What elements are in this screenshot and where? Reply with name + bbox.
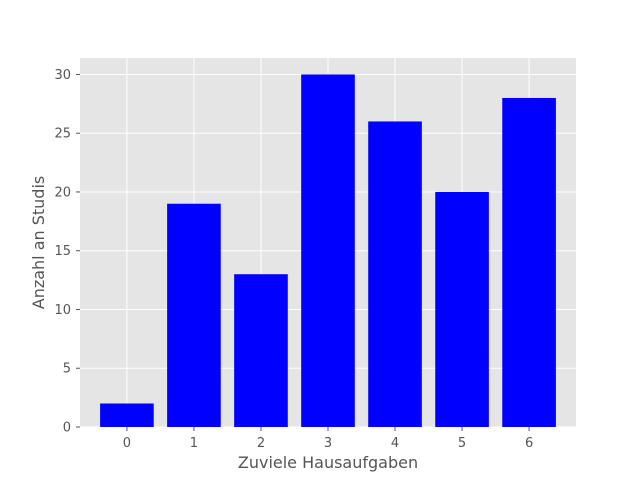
y-tick-label: 15 <box>54 244 71 259</box>
x-tick-label: 1 <box>190 436 198 451</box>
bar-1 <box>167 203 221 427</box>
y-tick-label: 25 <box>54 127 71 142</box>
bar-0 <box>100 403 154 427</box>
bar-6 <box>502 97 556 427</box>
x-axis-title: Zuviele Hausaufgaben <box>238 453 418 472</box>
y-tick-label: 30 <box>54 68 71 83</box>
y-axis-title: Anzahl an Studis <box>29 176 48 310</box>
x-tick-label: 5 <box>458 436 466 451</box>
bar-5 <box>435 191 489 427</box>
x-axis-ticks: 0 1 2 3 4 5 6 <box>123 427 533 451</box>
x-tick-label: 4 <box>391 436 399 451</box>
bar-4 <box>368 121 422 428</box>
y-tick-label: 5 <box>63 362 71 377</box>
y-axis-ticks: 0 5 10 15 20 25 30 <box>54 68 80 436</box>
y-tick-label: 0 <box>63 421 71 436</box>
x-tick-label: 2 <box>257 436 265 451</box>
x-tick-label: 6 <box>525 436 533 451</box>
x-tick-label: 0 <box>123 436 131 451</box>
y-tick-label: 10 <box>54 303 71 318</box>
bar-2 <box>234 274 288 427</box>
y-tick-label: 20 <box>54 185 71 200</box>
x-tick-label: 3 <box>324 436 332 451</box>
bar-3 <box>301 74 355 427</box>
bars <box>100 74 556 428</box>
